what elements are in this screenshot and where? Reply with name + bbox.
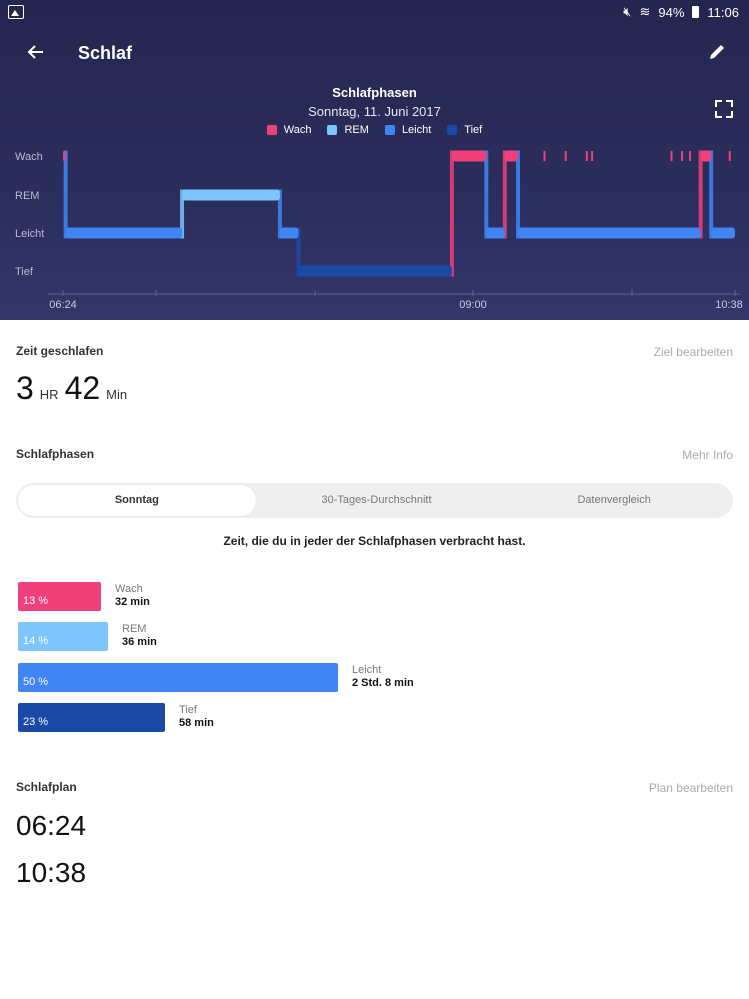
stage-transition	[277, 189, 282, 239]
stage-segment-wach	[700, 150, 712, 162]
stage-name: Tief	[179, 704, 197, 716]
x-tick-label: 09:00	[459, 299, 487, 311]
awake-blip	[543, 151, 546, 161]
tab-data-comparison[interactable]: Datenvergleich	[577, 494, 651, 506]
tab-30-day-average[interactable]: 30-Tages-Durchschnitt	[321, 494, 432, 506]
awake-blip	[591, 151, 594, 161]
plan-start-time: 06:24	[16, 810, 87, 841]
page-title: Schlaf	[78, 43, 133, 63]
minutes-value: 42	[64, 370, 101, 406]
tab-sunday[interactable]: Sonntag	[18, 485, 256, 516]
stage-segment-tief	[298, 265, 452, 277]
awake-blip	[728, 151, 731, 161]
minutes-unit: Min	[106, 387, 128, 402]
x-tick-label: 06:24	[49, 299, 77, 311]
stage-segment-leicht	[279, 227, 299, 239]
sleep-duration: 3 HR 42 Min	[16, 370, 127, 407]
stage-duration: 58 min	[179, 717, 214, 729]
chart-date: Sonntag, 11. Juni 2017	[308, 104, 441, 119]
x-tick-label: 10:38	[715, 299, 743, 311]
mute-icon: 🔇︎	[623, 4, 632, 19]
legend-swatch	[266, 125, 277, 135]
stage-axis-label: Wach	[15, 151, 43, 163]
battery-icon	[692, 6, 700, 18]
legend-swatch	[384, 125, 395, 135]
stage-name: Leicht	[352, 664, 382, 676]
chart-title: Schlafphasen	[332, 85, 417, 100]
stage-bar-tief: 23 %	[18, 703, 165, 732]
stage-percent: 14 %	[23, 635, 49, 647]
stage-segment-leicht	[486, 227, 505, 239]
sleep-chart-header: 🔇︎ ≋ 94% 11:06 Schlaf Schlafphasen Sonnt…	[0, 0, 749, 320]
legend-item-tief: Tief	[447, 124, 482, 136]
hours-unit: HR	[39, 387, 59, 402]
stage-transition	[502, 150, 507, 239]
stage-bar-leicht: 50 %	[18, 663, 338, 692]
status-bar: 🔇︎ ≋ 94% 11:06	[0, 0, 749, 26]
stage-percent: 50 %	[23, 676, 49, 688]
stage-transition	[516, 150, 521, 239]
legend-item-wach: Wach	[266, 124, 311, 136]
stage-duration: 2 Std. 8 min	[352, 677, 414, 689]
stage-transition	[484, 150, 489, 239]
awake-blip	[585, 151, 588, 161]
stage-percent: 13 %	[23, 595, 49, 607]
stage-transition	[180, 189, 185, 239]
stage-transition	[296, 227, 301, 277]
stage-segment-leicht	[711, 227, 735, 239]
legend-swatch	[327, 125, 338, 135]
stages-caption: Zeit, die du in jeder der Schlafphasen v…	[223, 534, 526, 548]
awake-blip	[681, 151, 684, 161]
edit-goal-link[interactable]: Ziel bearbeiten	[653, 345, 733, 359]
battery-percent: 94%	[658, 4, 685, 20]
stage-axis-label: Tief	[15, 266, 34, 278]
legend-item-rem: REM	[327, 124, 369, 136]
stage-name: Wach	[115, 583, 143, 595]
stage-bar-rem: 14 %	[18, 622, 108, 651]
hours-value: 3	[16, 370, 34, 406]
sleep-time-label: Zeit geschlafen	[16, 344, 104, 358]
awake-blip	[670, 151, 673, 161]
clock: 11:06	[707, 4, 739, 20]
sleep-plan-label: Schlafplan	[16, 780, 77, 794]
fullscreen-icon[interactable]	[715, 100, 733, 118]
stage-segment-rem	[182, 189, 280, 201]
sleep-stages-label: Schlafphasen	[16, 447, 95, 461]
back-arrow-icon[interactable]	[24, 42, 48, 66]
stage-percent: 23 %	[23, 716, 49, 728]
chart-legend: Wach REM Leicht Tief	[0, 124, 749, 136]
stage-segment-leicht	[518, 227, 701, 239]
stage-transition	[63, 150, 68, 239]
plan-end-time: 10:38	[16, 857, 87, 888]
stage-axis-label: Leicht	[15, 228, 44, 240]
edit-plan-link[interactable]: Plan bearbeiten	[648, 781, 733, 795]
more-info-link[interactable]: Mehr Info	[682, 448, 733, 462]
legend-item-leicht: Leicht	[384, 124, 431, 136]
stage-transition	[698, 150, 703, 239]
stage-segment-leicht	[65, 227, 183, 239]
wifi-icon: ≋	[639, 4, 651, 19]
stage-segment-wach	[451, 150, 487, 162]
stage-segment-wach	[63, 150, 66, 162]
stage-name: REM	[122, 623, 147, 635]
stage-transition	[449, 150, 454, 277]
app-bar: Schlaf	[0, 30, 749, 80]
sleep-stages-chart: Wach REM Leicht Tief 06:24 09:00 10:38	[15, 150, 743, 311]
stage-duration: 36 min	[122, 636, 157, 648]
awake-blip	[689, 151, 692, 161]
stage-duration: 32 min	[115, 596, 150, 608]
pencil-icon[interactable]	[705, 42, 729, 66]
stage-bar-wach: 13 %	[18, 582, 101, 611]
stage-segment-wach	[504, 150, 519, 162]
stage-tabs: Sonntag 30-Tages-Durchschnitt Datenvergl…	[16, 483, 733, 518]
gallery-icon	[8, 5, 24, 19]
stage-axis-label: REM	[15, 190, 39, 202]
awake-blip	[564, 151, 567, 161]
stage-transition	[709, 150, 714, 239]
legend-swatch	[447, 125, 458, 135]
